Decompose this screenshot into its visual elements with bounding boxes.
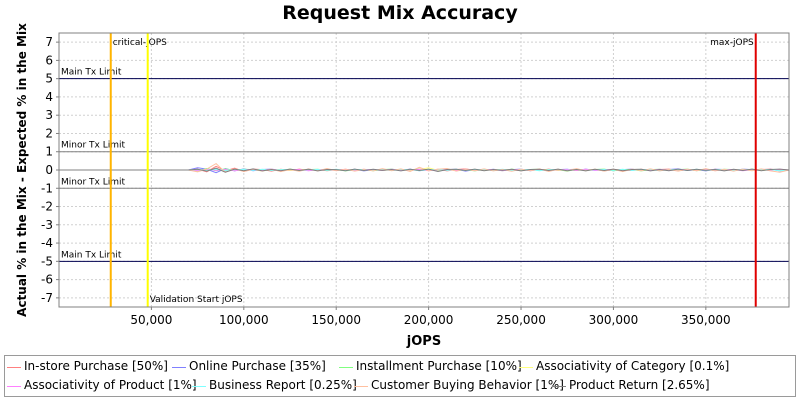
y-tick-label: 2	[45, 126, 53, 140]
legend-swatch	[172, 367, 186, 368]
x-tick-label: 50,000	[130, 313, 172, 327]
legend-swatch	[354, 386, 368, 387]
limit-line-label: Minor Tx Limit	[61, 177, 126, 187]
y-tick-label: 1	[45, 145, 53, 159]
line-chart: Main Tx Limit Minor Tx Limit Minor Tx Limi…	[15, 23, 790, 349]
limit-line-label: Minor Tx Limit	[61, 141, 126, 151]
x-tick-label: 350,000	[681, 313, 731, 327]
x-tick-label: 200,000	[404, 313, 454, 327]
legend-label: Business Report [0.25%]	[209, 378, 357, 392]
legend-swatch	[7, 367, 21, 368]
y-tick-label: -5	[41, 254, 53, 268]
y-tick-label: 4	[45, 90, 53, 104]
y-tick-label: 3	[45, 108, 53, 122]
legend-row: Associativity of Product [1%] Business Re…	[5, 377, 795, 396]
y-tick-label: 0	[45, 163, 53, 177]
legend-label: Online Purchase [35%]	[189, 359, 326, 373]
limit-line-label: Main Tx Limit	[61, 250, 122, 260]
legend-row: In-store Purchase [50%] Online Purchase […	[5, 358, 795, 377]
x-tick-label: 250,000	[496, 313, 546, 327]
legend-label: Associativity of Product [1%]	[24, 378, 197, 392]
marker-line-label: max-jOPS	[710, 38, 754, 48]
marker-line-label: Validation Start jOPS	[150, 295, 243, 305]
legend-swatch	[519, 367, 533, 368]
x-tick-label: 100,000	[219, 313, 269, 327]
x-tick-label: 150,000	[311, 313, 361, 327]
x-axis-title: jOPS	[406, 334, 441, 349]
chart-title: Request Mix Accuracy	[282, 2, 518, 24]
legend-label: Product Return [2.65%]	[569, 378, 710, 392]
legend-label: In-store Purchase [50%]	[24, 359, 168, 373]
y-tick-label: 7	[45, 35, 53, 49]
y-tick-label: -6	[41, 273, 53, 287]
legend-swatch	[552, 386, 566, 387]
y-tick-label: 6	[45, 53, 53, 67]
y-tick-label: -4	[41, 236, 53, 250]
y-tick-label: -1	[41, 181, 53, 195]
y-tick-label: 5	[45, 72, 53, 86]
y-tick-label: -7	[41, 291, 53, 305]
y-tick-label: -3	[41, 218, 53, 232]
legend-label: Associativity of Category [0.1%]	[536, 359, 730, 373]
x-tick-label: 300,000	[589, 313, 639, 327]
y-axis-title: Actual % in the Mix - Expected % in the …	[15, 23, 29, 317]
legend-swatch	[192, 386, 206, 387]
legend-swatch	[7, 386, 21, 387]
y-tick-label: -2	[41, 200, 53, 214]
marker-line-label: critical-jOPS	[113, 38, 167, 48]
chart-legend: In-store Purchase [50%] Online Purchase […	[4, 355, 796, 397]
legend-label: Customer Buying Behavior [1%]	[371, 378, 564, 392]
series-line	[59, 167, 790, 173]
legend-swatch	[339, 367, 353, 368]
limit-line-label: Main Tx Limit	[61, 68, 122, 78]
legend-label: Installment Purchase [10%]	[356, 359, 522, 373]
